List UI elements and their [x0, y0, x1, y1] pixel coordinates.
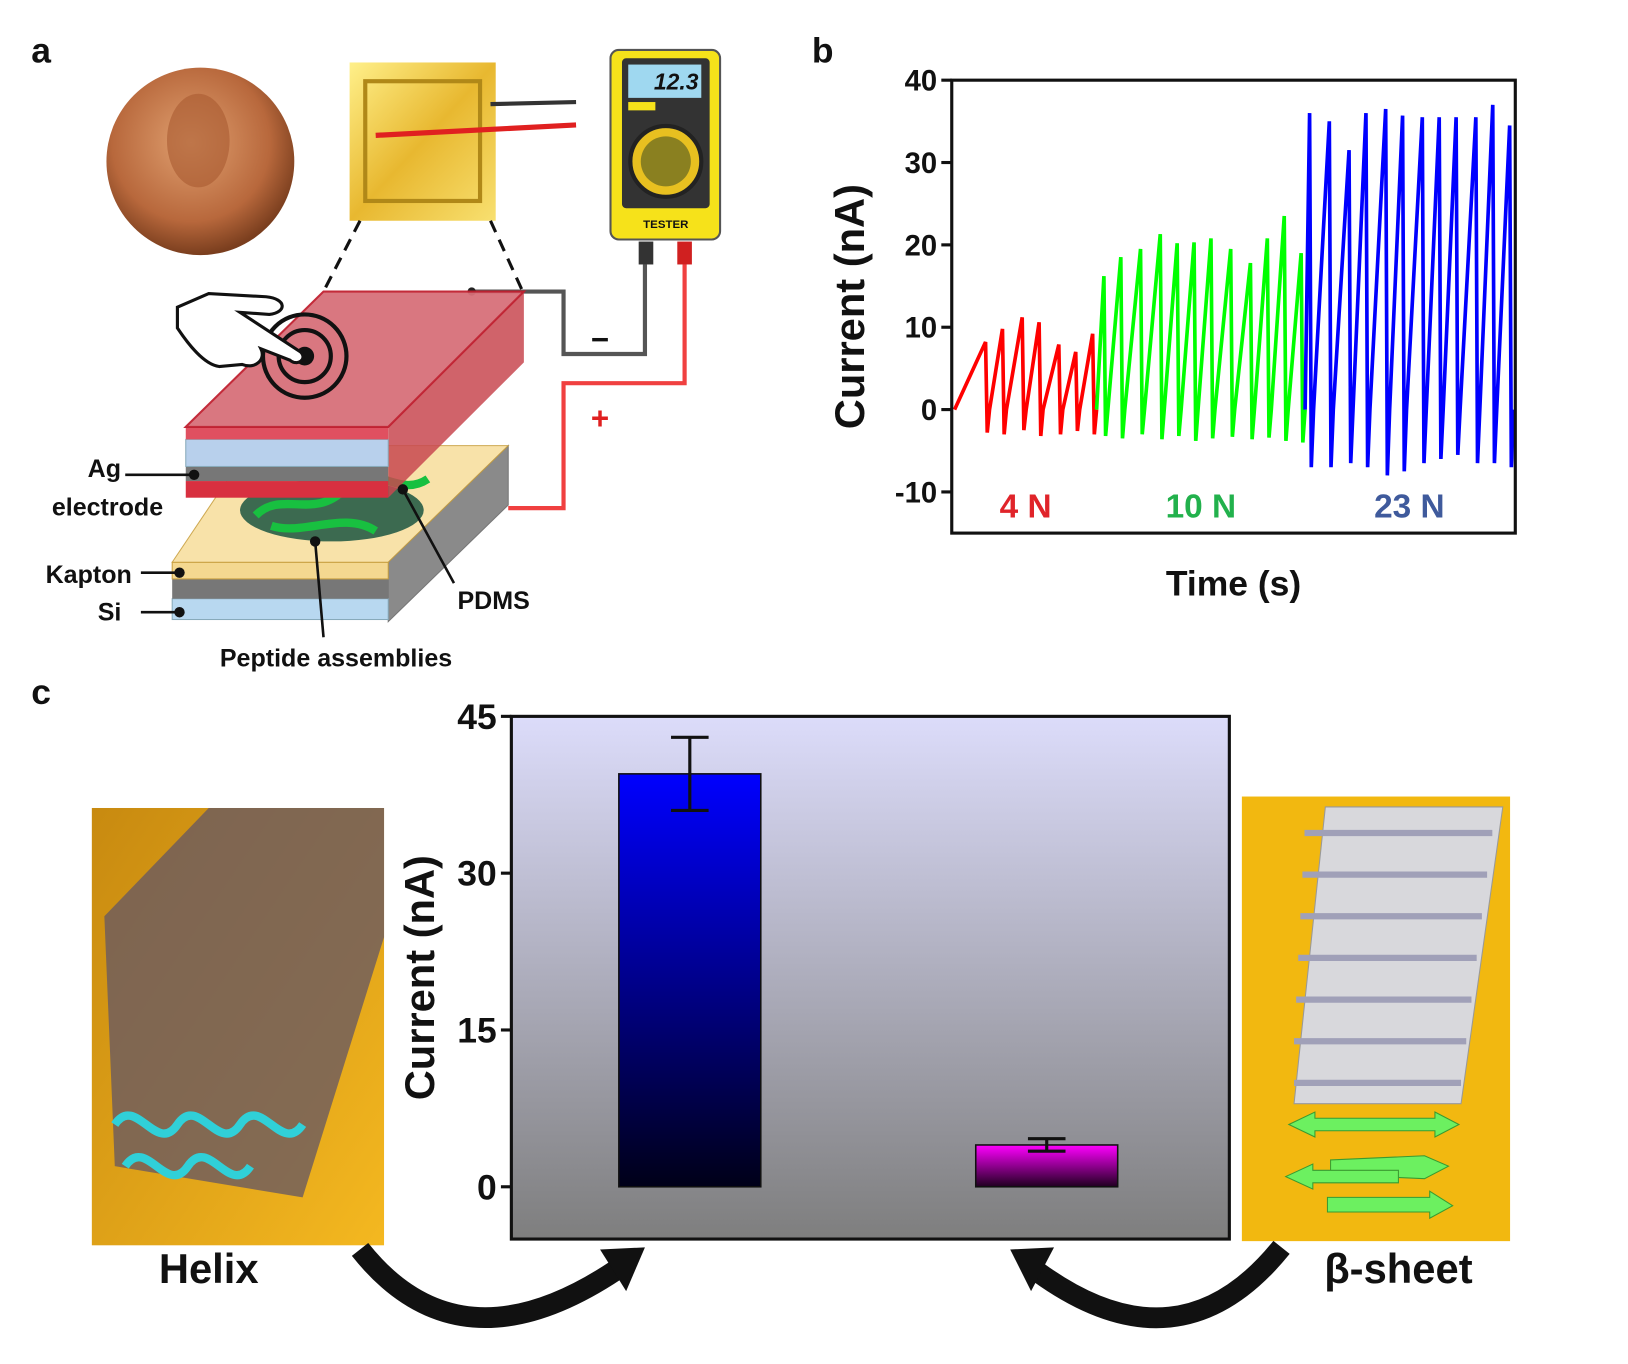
- pointer: [313, 541, 325, 638]
- series-line: [952, 317, 1099, 437]
- y-tick-label: 30: [457, 854, 496, 894]
- plus-sign: +: [591, 401, 609, 436]
- pdms-layer: [185, 481, 389, 498]
- y-tick-label: 40: [905, 66, 937, 98]
- strand: [1326, 1190, 1454, 1220]
- y-tick-label: -10: [895, 477, 937, 509]
- y-tick-label: 0: [921, 395, 937, 427]
- gold-layer: [171, 561, 389, 580]
- sheet-rows: [1294, 829, 1493, 1086]
- wire: [471, 264, 648, 357]
- dash: [324, 220, 362, 289]
- y-axis-title: Current (nA): [396, 855, 443, 1100]
- pointer-dot: [188, 469, 200, 481]
- pointer-dot: [397, 484, 409, 495]
- category-label: Helix: [159, 1245, 259, 1292]
- probe: [638, 241, 654, 265]
- red-layer: [185, 426, 389, 440]
- pointer-dot: [174, 567, 185, 578]
- blue-layer: [185, 438, 389, 467]
- probe: [677, 241, 692, 265]
- pointer-dot: [309, 536, 321, 547]
- series-label: 4 N: [1000, 489, 1052, 526]
- device-schematic: 12.3 TESTER − +: [46, 48, 722, 672]
- series-label: 23 N: [1374, 489, 1445, 526]
- arrow: [1032, 1240, 1290, 1329]
- device-frame: [363, 79, 483, 204]
- y-tick-label: 0: [477, 1167, 497, 1207]
- strand: [1287, 1111, 1461, 1138]
- y-axis-title: Current (nA): [826, 184, 873, 429]
- arrowhead: [600, 1247, 645, 1292]
- label: PDMS: [457, 587, 529, 615]
- dial-knob: [640, 136, 691, 187]
- plot-frame: [509, 714, 1231, 1241]
- display-value: 12.3: [654, 69, 699, 95]
- series-line: [1303, 104, 1516, 476]
- pointer-dot: [174, 607, 185, 618]
- dash: [489, 220, 524, 291]
- y-tick-label: 10: [905, 313, 937, 345]
- strand: [1284, 1163, 1399, 1190]
- penny-relief: [166, 93, 230, 188]
- arrowhead: [1010, 1247, 1055, 1292]
- y-tick-label: 45: [457, 697, 496, 737]
- helix-fiber: [104, 807, 385, 1198]
- category-label: β-sheet: [1324, 1245, 1473, 1292]
- y-tick-label: 30: [905, 148, 937, 180]
- wire: [490, 99, 577, 107]
- label: Peptide assemblies: [220, 644, 452, 672]
- y-tick-label: 15: [457, 1011, 496, 1051]
- plot-frame: [950, 78, 1517, 535]
- si-layer: [171, 598, 389, 621]
- panel-label: c: [31, 672, 51, 712]
- panel-label: a: [31, 31, 51, 71]
- panel-label: b: [812, 31, 834, 71]
- tester-label: TESTER: [643, 219, 689, 231]
- pointer: [401, 488, 456, 584]
- x-axis-title: Time (s): [1166, 564, 1301, 604]
- device-photo: [349, 62, 496, 221]
- error-bar: [1027, 1137, 1066, 1153]
- label: Si: [98, 599, 122, 627]
- display: [628, 64, 702, 98]
- bar: [618, 773, 762, 1188]
- label: Ag: [88, 455, 121, 483]
- helix-image: [91, 807, 385, 1246]
- ag-layer: [185, 466, 389, 482]
- key: [628, 102, 656, 111]
- helix-ribbon: [111, 1111, 307, 1180]
- series-label: 10 N: [1166, 489, 1237, 526]
- wire: [508, 264, 687, 511]
- series-line: [1094, 215, 1307, 443]
- stack-side: [388, 291, 524, 498]
- label: Kapton: [46, 561, 132, 589]
- error-bar: [671, 735, 709, 813]
- arrow: [351, 1242, 622, 1329]
- label: electrode: [52, 493, 163, 521]
- wire: [375, 122, 577, 138]
- sheet-image: [1241, 796, 1511, 1242]
- kapton-layer: [172, 578, 389, 599]
- minus-sign: −: [591, 322, 609, 357]
- y-tick-label: 20: [905, 230, 937, 262]
- hand: [175, 292, 305, 369]
